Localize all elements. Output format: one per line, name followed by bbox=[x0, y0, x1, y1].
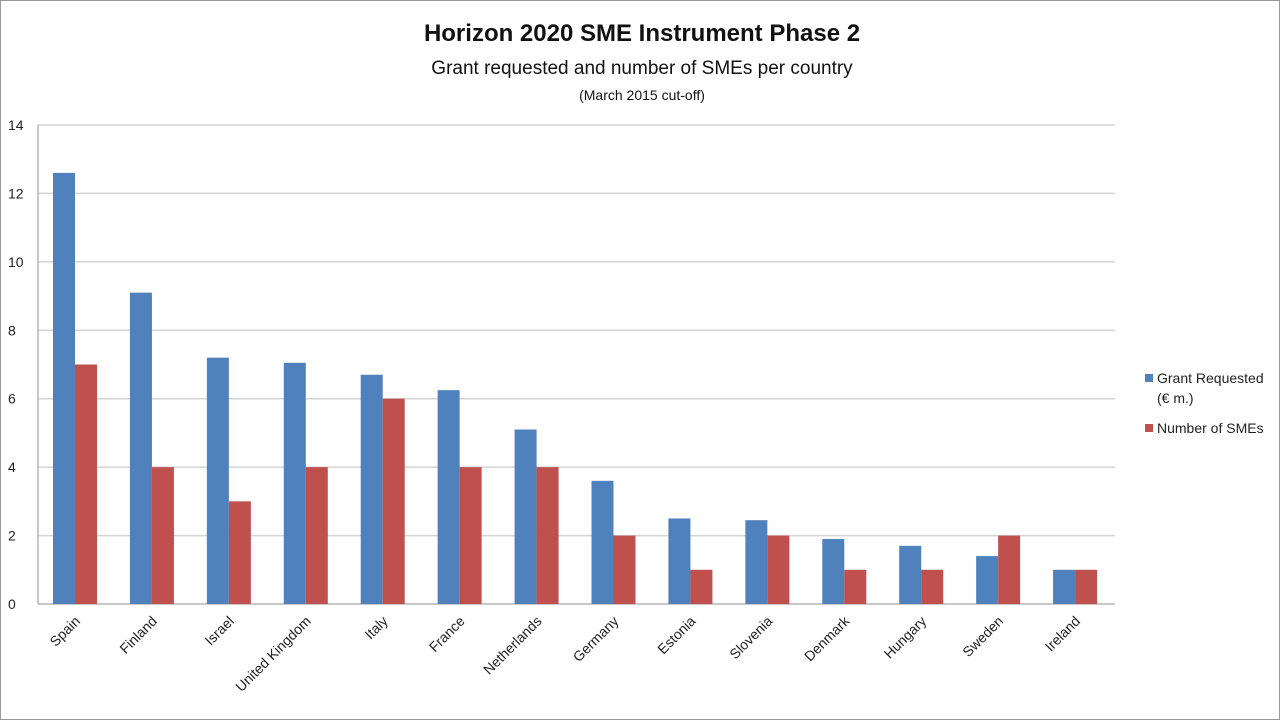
bar-number-of-smes-spain bbox=[75, 364, 97, 604]
bar-grant-requested-israel bbox=[206, 357, 229, 604]
bar-grant-requested-ireland bbox=[1053, 569, 1076, 604]
y-tick-label: 10 bbox=[8, 254, 24, 270]
x-category-label: Sweden bbox=[959, 613, 1006, 660]
legend: Grant Requested (€ m.) Number of SMEs bbox=[1145, 370, 1264, 436]
bars bbox=[53, 172, 1098, 604]
x-category-label: France bbox=[426, 613, 468, 655]
bar-grant-requested-hungary bbox=[899, 545, 922, 604]
x-category-label: Denmark bbox=[801, 612, 853, 664]
y-tick-label: 0 bbox=[8, 596, 16, 612]
bar-number-of-smes-italy bbox=[382, 398, 405, 604]
bar-number-of-smes-hungary bbox=[921, 569, 944, 604]
bar-number-of-smes-finland bbox=[151, 467, 174, 604]
bar-grant-requested-germany bbox=[591, 480, 614, 604]
x-category-label: Spain bbox=[46, 613, 83, 650]
bar-number-of-smes-netherlands bbox=[536, 467, 559, 604]
y-axis-tick-labels: 0 2 4 6 8 10 12 14 bbox=[8, 117, 24, 612]
y-tick-label: 12 bbox=[8, 185, 24, 201]
x-category-label: Ireland bbox=[1042, 613, 1084, 655]
bar-grant-requested-estonia bbox=[668, 518, 691, 604]
x-category-label: United Kingdom bbox=[232, 613, 314, 695]
bar-grant-requested-netherlands bbox=[514, 429, 537, 604]
bar-grant-requested-italy bbox=[360, 374, 383, 604]
y-tick-label: 14 bbox=[8, 117, 24, 133]
bar-number-of-smes-sweden bbox=[998, 535, 1021, 604]
x-category-label: Estonia bbox=[654, 613, 698, 657]
bar-grant-requested-france bbox=[437, 390, 460, 604]
bar-grant-requested-spain bbox=[53, 172, 75, 604]
legend-swatch bbox=[1145, 424, 1153, 432]
legend-label: Grant Requested bbox=[1157, 370, 1264, 386]
bar-number-of-smes-germany bbox=[613, 535, 636, 604]
chart-title: Horizon 2020 SME Instrument Phase 2 bbox=[424, 20, 860, 47]
x-category-label: Netherlands bbox=[480, 613, 545, 678]
bar-number-of-smes-israel bbox=[228, 501, 251, 604]
x-category-label: Hungary bbox=[881, 613, 930, 662]
legend-label: Number of SMEs bbox=[1157, 420, 1264, 436]
legend-label: (€ m.) bbox=[1157, 390, 1194, 406]
bar-grant-requested-united-kingdom bbox=[283, 362, 306, 604]
x-category-label: Slovenia bbox=[726, 613, 775, 662]
y-tick-label: 6 bbox=[8, 391, 16, 407]
legend-swatch bbox=[1145, 374, 1153, 382]
bar-number-of-smes-estonia bbox=[690, 569, 713, 604]
y-tick-label: 4 bbox=[8, 459, 16, 475]
bar-grant-requested-finland bbox=[129, 292, 152, 604]
bar-grant-requested-denmark bbox=[822, 538, 845, 604]
y-tick-label: 2 bbox=[8, 528, 16, 544]
bar-number-of-smes-slovenia bbox=[767, 535, 790, 604]
gridlines bbox=[37, 124, 1115, 605]
bar-number-of-smes-united-kingdom bbox=[305, 467, 328, 604]
bar-grant-requested-slovenia bbox=[745, 520, 768, 604]
bar-grant-requested-sweden bbox=[976, 556, 999, 604]
chart-subsubtitle: (March 2015 cut-off) bbox=[579, 87, 705, 103]
bar-number-of-smes-france bbox=[459, 467, 482, 604]
y-tick-label: 8 bbox=[8, 322, 16, 338]
x-category-label: Italy bbox=[361, 613, 390, 642]
x-category-label: Israel bbox=[201, 613, 237, 649]
chart-subtitle: Grant requested and number of SMEs per c… bbox=[431, 58, 853, 79]
bar-number-of-smes-denmark bbox=[844, 569, 867, 604]
x-category-label: Finland bbox=[116, 613, 160, 657]
bar-number-of-smes-ireland bbox=[1075, 569, 1098, 604]
x-category-label: Germany bbox=[570, 613, 622, 665]
